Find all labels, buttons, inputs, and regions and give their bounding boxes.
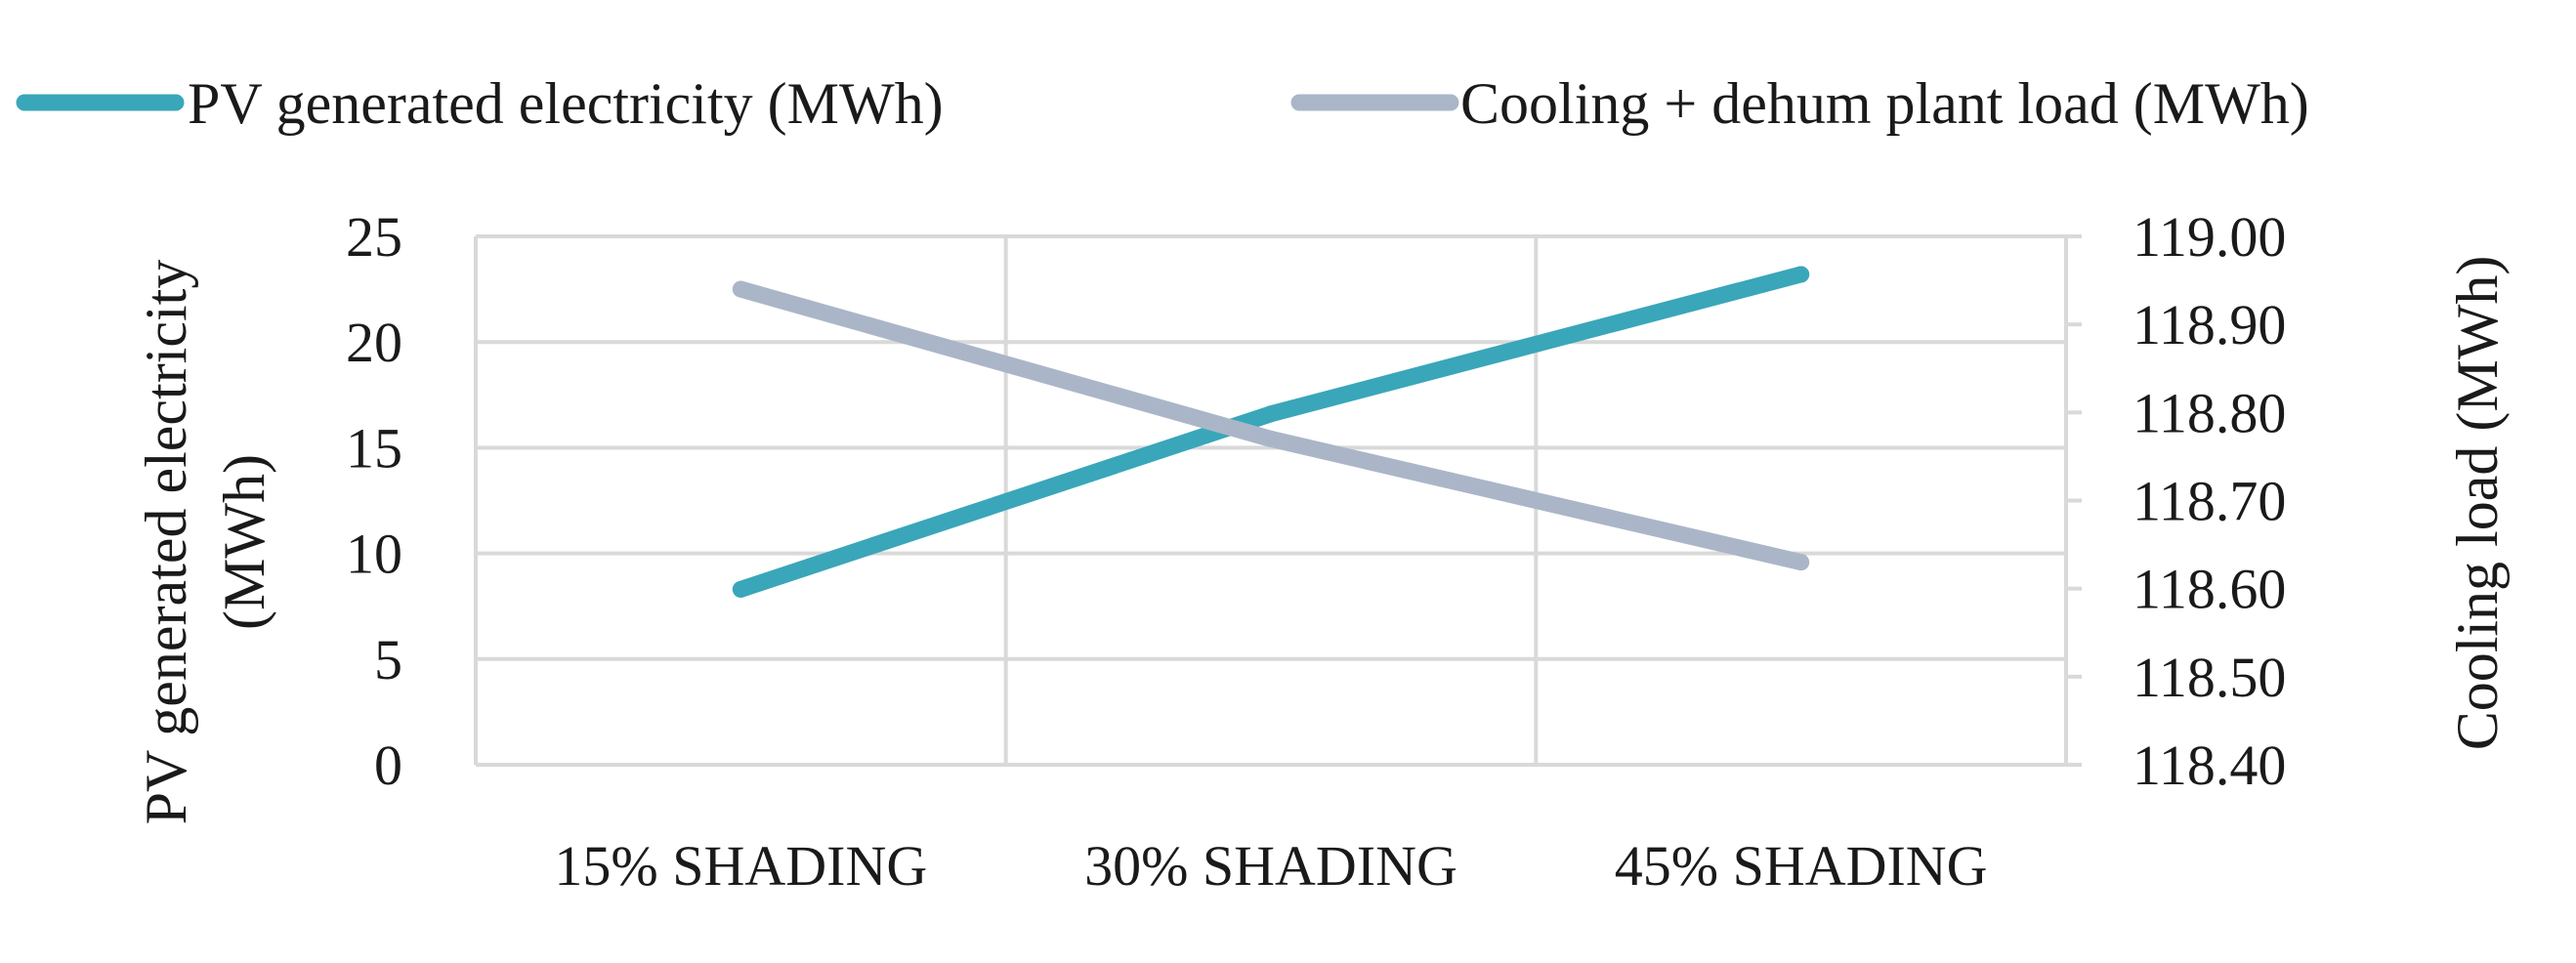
x-axis-ticks: 15% SHADING 30% SHADING 45% SHADING [554, 834, 1987, 898]
legend: PV generated electricity (MWh) Cooling +… [16, 71, 2309, 136]
grid [474, 234, 2082, 767]
left-axis-title-line2: (MWh) [212, 454, 276, 630]
x-tick-label: 15% SHADING [554, 834, 927, 898]
series-line-cooling [732, 280, 1810, 571]
left-tick-label: 0 [374, 733, 402, 797]
left-tick-label: 5 [374, 628, 402, 691]
right-tick-label: 118.70 [2133, 470, 2286, 533]
legend-label-pv: PV generated electricity (MWh) [188, 71, 944, 136]
right-axis-ticks: 118.40 118.50 118.60 118.70 118.80 118.9… [2133, 205, 2286, 797]
right-axis-title: Cooling load (MWh) [2445, 256, 2510, 751]
right-tick-label: 118.60 [2133, 558, 2286, 621]
right-tick-label: 118.40 [2133, 733, 2286, 797]
right-tick-label: 118.80 [2133, 381, 2286, 444]
right-tick-label: 119.00 [2133, 205, 2286, 269]
series-layer [732, 266, 1810, 598]
data-point-pv [1793, 266, 1810, 283]
data-point-cooling [1262, 430, 1280, 447]
data-point-pv [732, 580, 749, 598]
x-tick-label: 30% SHADING [1084, 834, 1457, 898]
data-point-pv [1262, 405, 1280, 423]
left-tick-label: 15 [346, 416, 402, 480]
data-point-cooling [732, 280, 749, 298]
right-tick-label: 118.50 [2133, 646, 2286, 709]
data-point-cooling [1793, 554, 1810, 571]
left-axis-title-line1: PV generated electricity [134, 260, 198, 825]
right-tick-label: 118.90 [2133, 293, 2286, 356]
x-tick-label: 45% SHADING [1615, 834, 1988, 898]
left-tick-label: 10 [346, 523, 402, 586]
left-axis-title: PV generated electricity (MWh) [134, 260, 276, 825]
left-axis-ticks: 0 5 10 15 20 25 [346, 205, 402, 797]
left-tick-label: 25 [346, 205, 402, 269]
left-tick-label: 20 [346, 311, 402, 374]
legend-label-cooling: Cooling + dehum plant load (MWh) [1460, 71, 2309, 136]
